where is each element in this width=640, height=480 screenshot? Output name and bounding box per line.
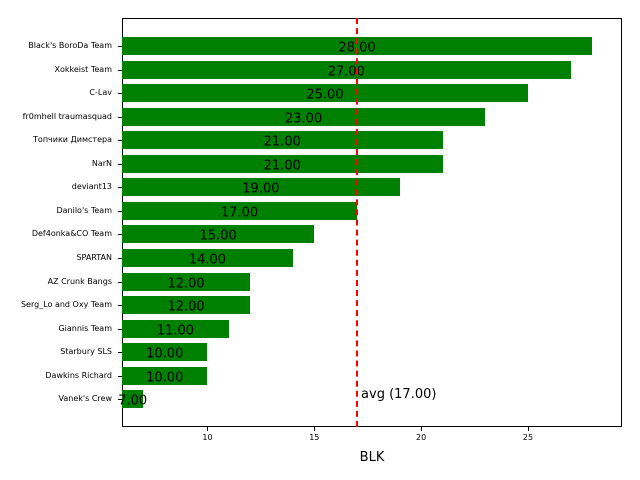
x-tick (421, 427, 423, 431)
x-tick (207, 427, 209, 431)
x-axis-title: BLK (359, 450, 385, 465)
bar-value-label: 17.00 (220, 205, 259, 221)
y-tick (118, 257, 122, 259)
y-tick-label: SPARTAN (76, 252, 112, 262)
bar (122, 366, 208, 385)
y-tick-label: deviant13 (71, 182, 112, 192)
plot-area (122, 18, 622, 427)
bar-value-label: 14.00 (188, 252, 227, 268)
bar (122, 60, 571, 79)
bar (122, 248, 293, 267)
average-reference-line (356, 18, 359, 427)
y-tick (118, 305, 122, 307)
y-tick-label: Serg_Lo and Oxy Team (20, 300, 112, 310)
x-tick (527, 427, 529, 431)
y-tick (118, 93, 122, 95)
bar-value-label: 7.00 (118, 393, 148, 409)
y-tick (118, 116, 122, 118)
y-tick (118, 281, 122, 283)
bar (122, 107, 486, 126)
y-tick-label: Danilo's Team (56, 205, 112, 215)
bar-value-label: 23.00 (285, 111, 323, 127)
x-tick (314, 427, 316, 431)
bar (122, 343, 208, 362)
y-tick (118, 46, 122, 47)
y-tick-label: Xokkeist Team (54, 64, 113, 74)
y-tick (118, 69, 122, 71)
bar-value-label: 11.00 (156, 323, 195, 339)
y-tick-label: Black's BoroDa Team (28, 41, 112, 50)
y-tick (118, 399, 122, 401)
y-tick-label: Starbury SLS (60, 347, 112, 357)
y-tick (118, 234, 122, 236)
x-tick-label: 20 (416, 433, 427, 442)
bar-value-label: 19.00 (242, 181, 280, 197)
bar (122, 178, 400, 197)
bar (122, 201, 358, 220)
bar (122, 296, 251, 315)
bar-value-label: 21.00 (263, 158, 301, 174)
y-tick (118, 328, 122, 330)
bar-value-label: 10.00 (146, 346, 184, 362)
bar-value-label: 12.00 (167, 276, 205, 291)
bar (122, 319, 229, 338)
y-tick-label: AZ Crunk Bangs (47, 276, 112, 286)
bar (122, 154, 443, 173)
average-label: avg (17.00) (361, 387, 437, 402)
x-tick-label: 10 (202, 433, 213, 442)
y-tick (118, 210, 122, 212)
bar-value-label: 25.00 (306, 87, 344, 103)
y-tick-label: Dawkins Richard (45, 370, 112, 380)
y-tick-label: NarN (91, 158, 112, 168)
y-tick-label: Vanek's Crew (58, 394, 112, 404)
y-tick (118, 140, 122, 142)
y-tick (118, 375, 122, 377)
y-tick-label: Giannis Team (58, 323, 112, 333)
x-tick-label: 25 (522, 433, 534, 442)
x-tick-label: 15 (309, 433, 320, 442)
bar (122, 390, 144, 409)
y-tick-label: Топчики Димстера (33, 135, 112, 145)
y-tick-label: C-Lav (89, 88, 112, 98)
bar-value-label: 15.00 (199, 228, 237, 244)
bar (122, 131, 443, 150)
y-tick (118, 187, 122, 189)
y-tick-label: Def4onka&CO Team (31, 229, 112, 239)
bar-value-label: 21.00 (263, 134, 301, 150)
bar (122, 225, 315, 244)
y-tick-label: fr0mhell traumasquad (22, 111, 112, 121)
bar (122, 84, 528, 103)
y-tick (118, 352, 122, 354)
bar-value-label: 12.00 (167, 299, 205, 315)
y-tick (118, 163, 122, 165)
bar (122, 272, 251, 291)
bar-value-label: 27.00 (327, 64, 365, 80)
bar-value-label: 10.00 (146, 370, 184, 386)
